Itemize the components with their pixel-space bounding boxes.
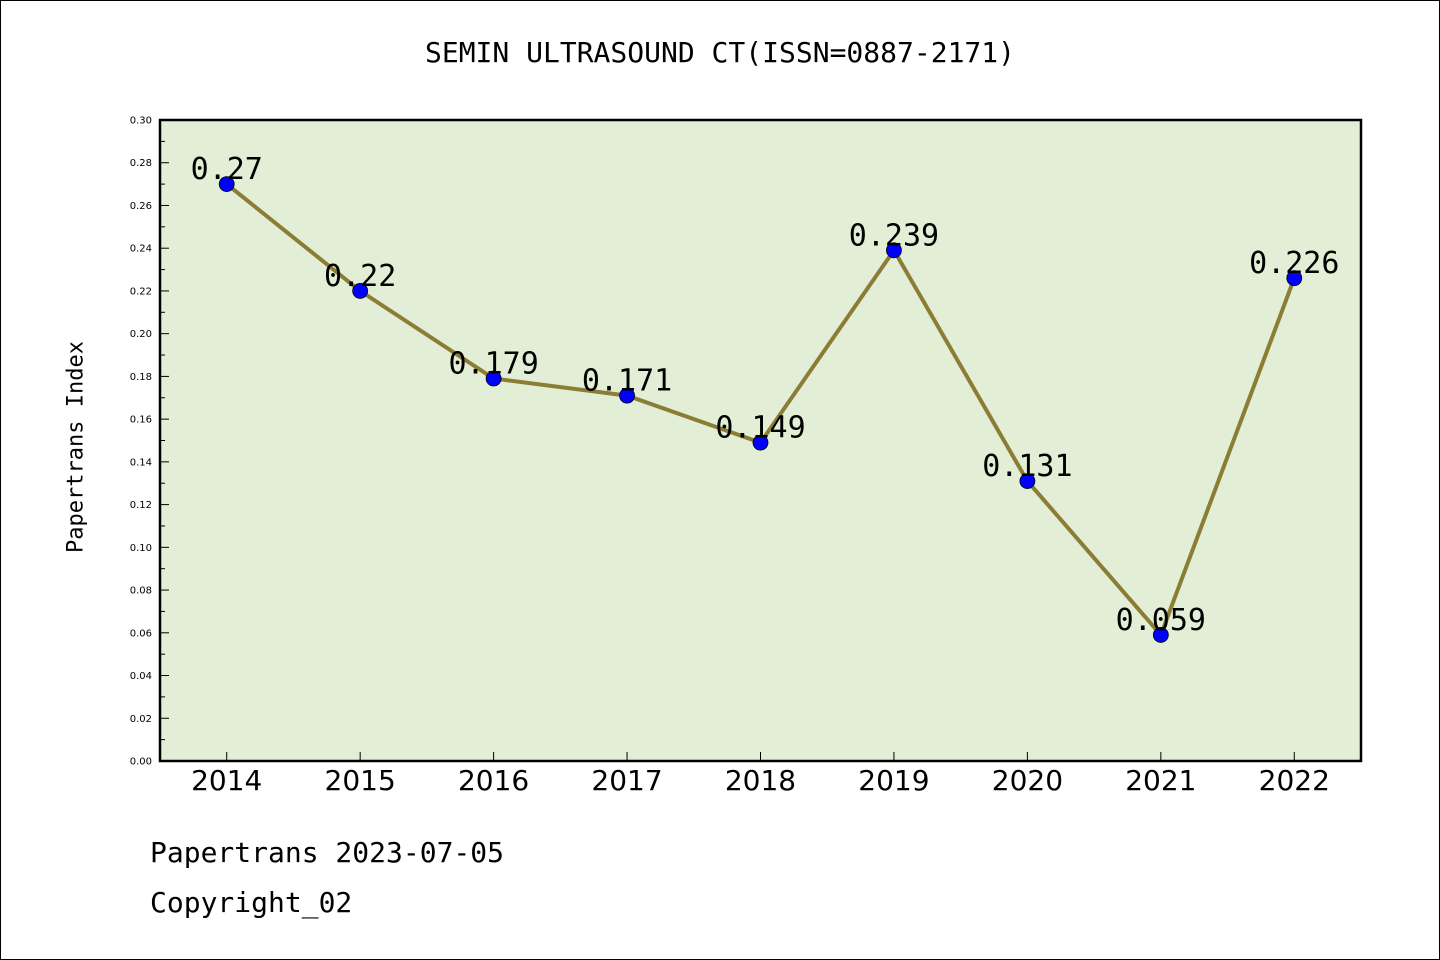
data-label: 0.059 bbox=[1116, 603, 1206, 638]
data-label: 0.171 bbox=[582, 364, 672, 399]
chart-title: SEMIN ULTRASOUND CT(ISSN=0887-2171) bbox=[424, 36, 1015, 69]
y-tick-label: 0.04 bbox=[130, 671, 152, 682]
data-point bbox=[218, 176, 235, 193]
x-tick-label: 2016 bbox=[458, 764, 529, 797]
data-point bbox=[1019, 473, 1036, 489]
data-point bbox=[1286, 270, 1303, 287]
y-tick-label: 0.06 bbox=[130, 628, 152, 639]
x-tick-label: 2019 bbox=[858, 764, 929, 797]
data-label: 0.22 bbox=[324, 259, 396, 294]
data-label: 0.27 bbox=[191, 152, 263, 187]
x-tick-label: 2022 bbox=[1259, 764, 1330, 797]
y-tick-label: 0.20 bbox=[130, 329, 152, 340]
x-tick-label: 2015 bbox=[325, 764, 396, 797]
x-tick-label: 2017 bbox=[591, 764, 662, 797]
data-point bbox=[752, 434, 769, 451]
data-point bbox=[352, 283, 369, 299]
data-point bbox=[1152, 627, 1169, 643]
footer-date: Papertrans 2023-07-05 bbox=[150, 836, 505, 869]
y-tick-label: 0.30 bbox=[130, 116, 152, 127]
data-label: 0.226 bbox=[1249, 246, 1339, 281]
x-tick-label: 2021 bbox=[1125, 764, 1196, 797]
plot-border bbox=[158, 118, 1363, 763]
y-tick-label: 0.18 bbox=[130, 372, 152, 383]
y-tick-label: 0.16 bbox=[130, 415, 152, 426]
y-tick-label: 0.12 bbox=[130, 500, 152, 511]
data-point bbox=[886, 242, 902, 259]
y-tick-label: 0.00 bbox=[130, 757, 152, 768]
y-tick-label: 0.26 bbox=[130, 201, 152, 212]
y-tick-label: 0.22 bbox=[130, 286, 152, 297]
data-point bbox=[485, 370, 502, 387]
data-label: 0.131 bbox=[982, 449, 1072, 484]
x-tick-label: 2020 bbox=[992, 764, 1063, 797]
data-label: 0.239 bbox=[849, 218, 939, 253]
y-tick-label: 0.14 bbox=[130, 457, 152, 468]
x-tick-label: 2014 bbox=[191, 764, 262, 797]
data-label: 0.149 bbox=[715, 411, 805, 446]
x-tick-label: 2018 bbox=[725, 764, 796, 797]
footer-copyright: Copyright_02 bbox=[150, 886, 353, 919]
y-tick-label: 0.24 bbox=[130, 244, 152, 255]
data-label: 0.179 bbox=[448, 347, 538, 382]
data-point bbox=[619, 387, 635, 404]
y-tick-label: 0.10 bbox=[130, 543, 152, 554]
y-tick-label: 0.02 bbox=[130, 714, 152, 725]
y-tick-label: 0.08 bbox=[130, 586, 152, 597]
y-tick-label: 0.28 bbox=[130, 158, 152, 169]
